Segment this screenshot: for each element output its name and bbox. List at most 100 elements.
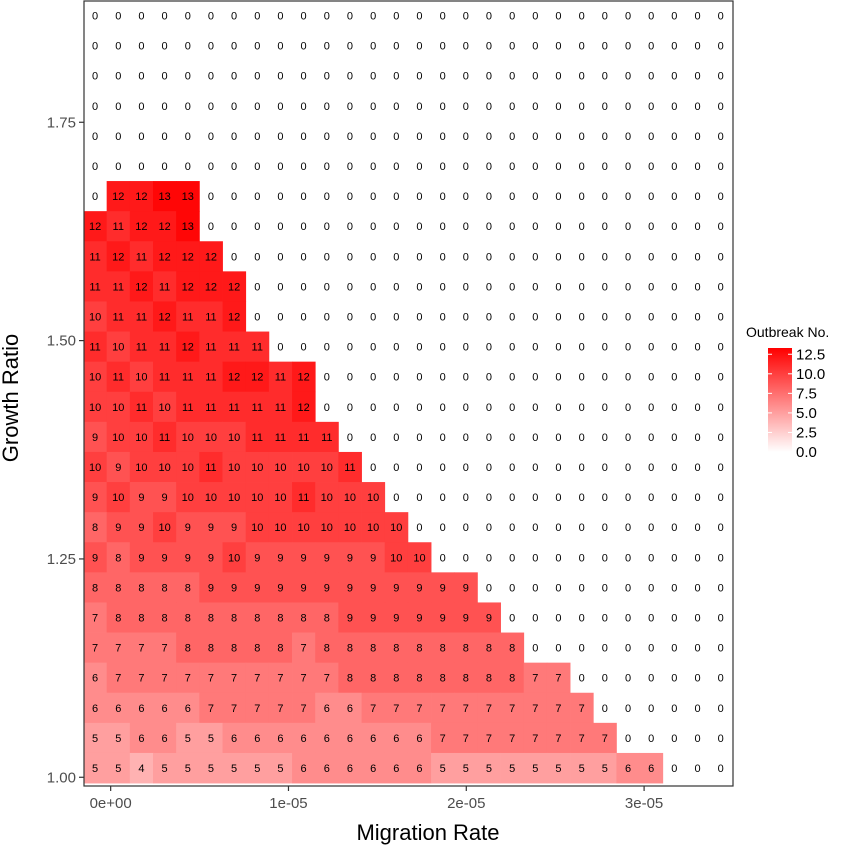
cell-value-label: 10 (89, 462, 101, 474)
cell-value-label: 0 (416, 372, 422, 384)
heatmap-cell (129, 451, 154, 483)
cell-value-label: 0 (463, 312, 469, 324)
heatmap-cell (199, 421, 223, 453)
cell-value-label: 9 (347, 582, 353, 594)
cell-value-label: 0 (555, 71, 561, 83)
cell-value-label: 0 (718, 101, 724, 113)
cell-value-label: 0 (532, 251, 538, 263)
cell-value-label: 0 (231, 101, 237, 113)
cell-value-label: 7 (138, 673, 144, 685)
heatmap-cell (222, 451, 247, 483)
cell-value-label: 0 (208, 11, 214, 23)
cell-value-label: 0 (579, 372, 585, 384)
cell-value-label: 0 (579, 71, 585, 83)
cell-value-label: 6 (231, 733, 237, 745)
cell-value-label: 0 (416, 432, 422, 444)
cell-value-label: 0 (602, 41, 608, 53)
heatmap-cell (570, 752, 594, 784)
cell-value-label: 10 (228, 432, 240, 444)
cell-value-label: 0 (602, 552, 608, 564)
cell-value-label: 0 (231, 11, 237, 23)
cell-value-label: 8 (416, 643, 422, 655)
cell-value-label: 0 (694, 582, 700, 594)
cell-value-label: 8 (185, 582, 191, 594)
heatmap-cell (199, 361, 223, 393)
heatmap-cell (106, 542, 131, 573)
x-tick-label: 2e-05 (447, 795, 485, 812)
cell-value-label: 0 (625, 11, 631, 23)
cell-value-label: 8 (463, 643, 469, 655)
cell-value-label: 12 (135, 281, 147, 293)
heatmap-cell (106, 271, 131, 302)
cell-value-label: 9 (370, 552, 376, 564)
cell-value-label: 10 (413, 552, 425, 564)
cell-value-label: 0 (625, 733, 631, 745)
cell-value-label: 0 (416, 492, 422, 504)
cell-value-label: 0 (254, 312, 260, 324)
cell-value-label: 0 (648, 492, 654, 504)
cell-value-label: 10 (344, 522, 356, 534)
cell-value-label: 7 (579, 703, 585, 715)
cell-value-label: 10 (297, 522, 309, 534)
heatmap-cell (245, 602, 270, 633)
heatmap-cell (245, 391, 270, 423)
heatmap-cell (106, 181, 131, 212)
cell-value-label: 0 (509, 71, 515, 83)
heatmap-cell (268, 451, 293, 483)
cell-value-label: 0 (555, 11, 561, 23)
heatmap-cell (245, 451, 270, 483)
heatmap-cell (338, 602, 362, 633)
heatmap-cell (106, 482, 131, 513)
cell-value-label: 0 (671, 733, 677, 745)
cell-value-label: 0 (625, 462, 631, 474)
heatmap-cell (106, 752, 131, 784)
heatmap-cell (106, 241, 131, 272)
cell-value-label: 6 (254, 733, 260, 745)
cell-value-label: 0 (370, 71, 376, 83)
cell-value-label: 0 (648, 41, 654, 53)
heatmap-cell (570, 722, 594, 754)
cell-value-label: 9 (324, 582, 330, 594)
cell-value-label: 10 (158, 522, 170, 534)
cell-value-label: 0 (648, 191, 654, 203)
cell-value-label: 0 (486, 552, 492, 564)
heatmap-cell (268, 632, 293, 664)
cell-value-label: 0 (625, 312, 631, 324)
cell-value-label: 0 (324, 342, 330, 354)
cell-value-label: 5 (486, 763, 492, 775)
cell-value-label: 11 (113, 221, 124, 233)
cell-value-label: 0 (463, 161, 469, 173)
cell-value-label: 0 (718, 131, 724, 143)
cell-value-label: 10 (112, 402, 124, 414)
cell-value-label: 0 (579, 342, 585, 354)
cell-value-label: 0 (671, 552, 677, 564)
cell-value-label: 9 (393, 613, 399, 625)
heatmap-cell (477, 722, 501, 754)
cell-value-label: 10 (321, 492, 333, 504)
cell-value-label: 0 (671, 281, 677, 293)
heatmap-cell (83, 241, 108, 272)
cell-value-label: 0 (555, 432, 561, 444)
cell-value-label: 10 (158, 402, 170, 414)
cell-value-label: 6 (347, 763, 353, 775)
heatmap-cell (477, 752, 501, 784)
heatmap-cell (83, 271, 108, 302)
cell-value-label: 0 (532, 342, 538, 354)
cell-value-label: 6 (347, 733, 353, 745)
cell-value-label: 0 (301, 11, 307, 23)
cell-value-label: 0 (509, 522, 515, 534)
cell-value-label: 9 (416, 613, 422, 625)
cell-value-label: 0 (694, 11, 700, 23)
heatmap-cell (129, 752, 154, 784)
cell-value-label: 0 (555, 402, 561, 414)
y-tick-label: 1.50 (47, 333, 76, 350)
cell-value-label: 0 (254, 71, 260, 83)
cell-value-label: 0 (694, 372, 700, 384)
cell-value-label: 0 (625, 71, 631, 83)
cell-value-label: 0 (393, 402, 399, 414)
cell-value-label: 5 (277, 763, 283, 775)
cell-value-label: 0 (718, 402, 724, 414)
cell-value-label: 0 (718, 161, 724, 173)
cell-value-label: 0 (694, 733, 700, 745)
cell-value-label: 7 (370, 703, 376, 715)
